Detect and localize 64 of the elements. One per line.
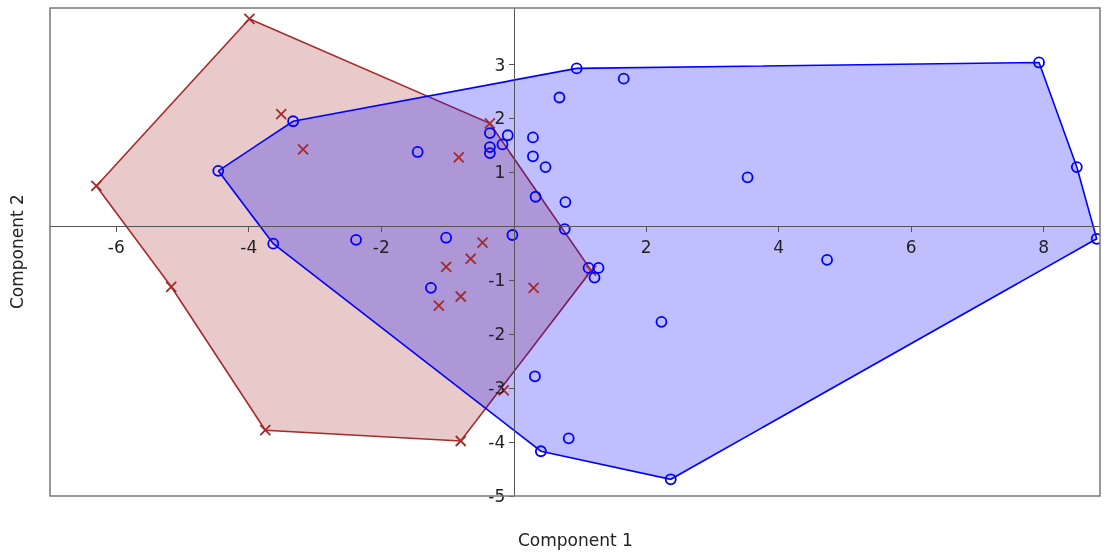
- point: [454, 290, 467, 303]
- y-tick-label: -4: [488, 432, 506, 453]
- point: [464, 252, 477, 265]
- point: [425, 281, 437, 294]
- point: [506, 229, 519, 241]
- point: [90, 180, 103, 192]
- point: [212, 164, 225, 177]
- x-axis-title: Component 1: [518, 530, 633, 550]
- point: [440, 231, 453, 244]
- point: [275, 108, 288, 121]
- point: [527, 150, 539, 163]
- point: [529, 190, 542, 203]
- y-tick-label: -1: [488, 270, 506, 291]
- point: [588, 271, 601, 284]
- x-tick-label: 8: [1038, 236, 1050, 257]
- point: [1070, 161, 1083, 173]
- point: [452, 151, 465, 164]
- point: [539, 161, 552, 173]
- x-tick-label: -4: [240, 236, 258, 257]
- point: [454, 435, 467, 447]
- point: [297, 143, 309, 156]
- point: [664, 473, 677, 486]
- point: [496, 138, 509, 151]
- point: [440, 260, 453, 273]
- point: [529, 370, 541, 383]
- point: [432, 299, 445, 312]
- point: [655, 315, 668, 328]
- point: [570, 62, 583, 75]
- point: [527, 281, 540, 294]
- x-tick-label: -2: [372, 236, 390, 257]
- x-tick-label: 2: [640, 236, 652, 257]
- y-tick-label: 3: [494, 54, 506, 75]
- point: [559, 196, 572, 209]
- point: [501, 129, 514, 142]
- point: [243, 12, 256, 25]
- point: [483, 127, 496, 139]
- point: [741, 171, 754, 184]
- point: [558, 223, 571, 235]
- point: [287, 115, 300, 128]
- x-tick-label: 4: [773, 236, 785, 257]
- point: [1033, 56, 1045, 69]
- point: [592, 262, 605, 274]
- point: [821, 253, 833, 266]
- y-tick-label: -5: [488, 485, 506, 506]
- point: [483, 141, 496, 154]
- point: [483, 117, 496, 130]
- point: [350, 233, 362, 246]
- y-tick-label: -2: [488, 324, 506, 345]
- point: [411, 146, 424, 158]
- point: [476, 236, 489, 249]
- x-tick-label: -6: [107, 236, 125, 257]
- point: [527, 131, 539, 144]
- x-tick-label: 6: [905, 236, 917, 257]
- point: [267, 237, 280, 250]
- y-axis-title: Component 2: [7, 194, 27, 309]
- point: [553, 91, 566, 104]
- y-tick-label: 2: [494, 108, 506, 129]
- point: [165, 280, 178, 293]
- point: [483, 147, 496, 159]
- y-tick-label: 1: [494, 162, 506, 183]
- point: [562, 432, 575, 445]
- point: [617, 72, 630, 85]
- point: [259, 424, 272, 437]
- point: [534, 445, 547, 458]
